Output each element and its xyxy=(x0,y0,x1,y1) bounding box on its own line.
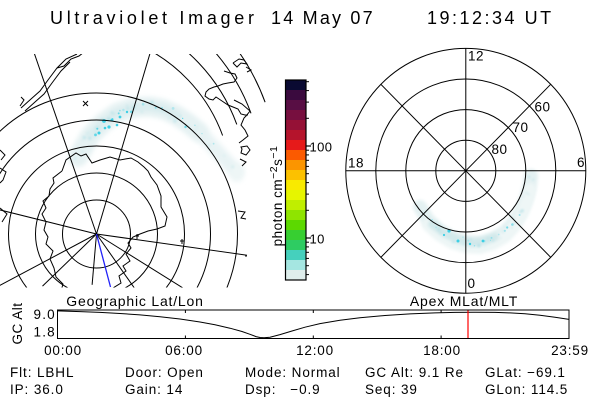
svg-text:19:12:34 UT: 19:12:34 UT xyxy=(427,8,554,28)
svg-text:IP: 36.0: IP: 36.0 xyxy=(10,382,64,397)
svg-text:0: 0 xyxy=(468,276,476,291)
svg-text:1.8: 1.8 xyxy=(34,325,56,340)
svg-text:Ultraviolet Imager: Ultraviolet Imager xyxy=(50,8,258,28)
svg-text:18: 18 xyxy=(348,156,364,171)
svg-text:photon cm−2s−1: photon cm−2s−1 xyxy=(268,146,285,247)
svg-text:00:00: 00:00 xyxy=(44,343,82,358)
svg-text:70: 70 xyxy=(513,120,529,135)
svg-text:Gain: 14: Gain: 14 xyxy=(125,382,183,397)
svg-text:9.0: 9.0 xyxy=(34,307,56,322)
svg-text:GC Alt: 9.1 Re: GC Alt: 9.1 Re xyxy=(365,365,464,380)
svg-text:10: 10 xyxy=(310,232,325,247)
svg-text:23:59: 23:59 xyxy=(551,343,589,358)
svg-text:Dsp: −0.9: Dsp: −0.9 xyxy=(245,382,321,397)
svg-text:100: 100 xyxy=(310,140,333,155)
svg-text:Seq: 39: Seq: 39 xyxy=(365,382,418,397)
svg-text:12: 12 xyxy=(468,49,484,64)
svg-text:12:00: 12:00 xyxy=(296,343,334,358)
svg-text:Geographic Lat/Lon: Geographic Lat/Lon xyxy=(66,293,203,309)
svg-text:14 May 07: 14 May 07 xyxy=(271,8,375,28)
svg-text:Mode: Normal: Mode: Normal xyxy=(245,365,341,380)
svg-text:06:00: 06:00 xyxy=(165,343,203,358)
svg-text:18:00: 18:00 xyxy=(423,343,461,358)
svg-text:80: 80 xyxy=(492,142,508,157)
svg-text:60: 60 xyxy=(535,100,551,115)
svg-text:GC Alt: GC Alt xyxy=(10,302,25,344)
svg-text:Apex MLat/MLT: Apex MLat/MLT xyxy=(410,293,518,309)
svg-text:Flt: LBHL: Flt: LBHL xyxy=(10,365,74,380)
svg-text:GLat: −69.1: GLat: −69.1 xyxy=(485,365,566,380)
svg-text:GLon: 114.5: GLon: 114.5 xyxy=(485,382,568,397)
svg-text:6: 6 xyxy=(577,155,585,170)
svg-text:Door: Open: Door: Open xyxy=(125,365,204,380)
